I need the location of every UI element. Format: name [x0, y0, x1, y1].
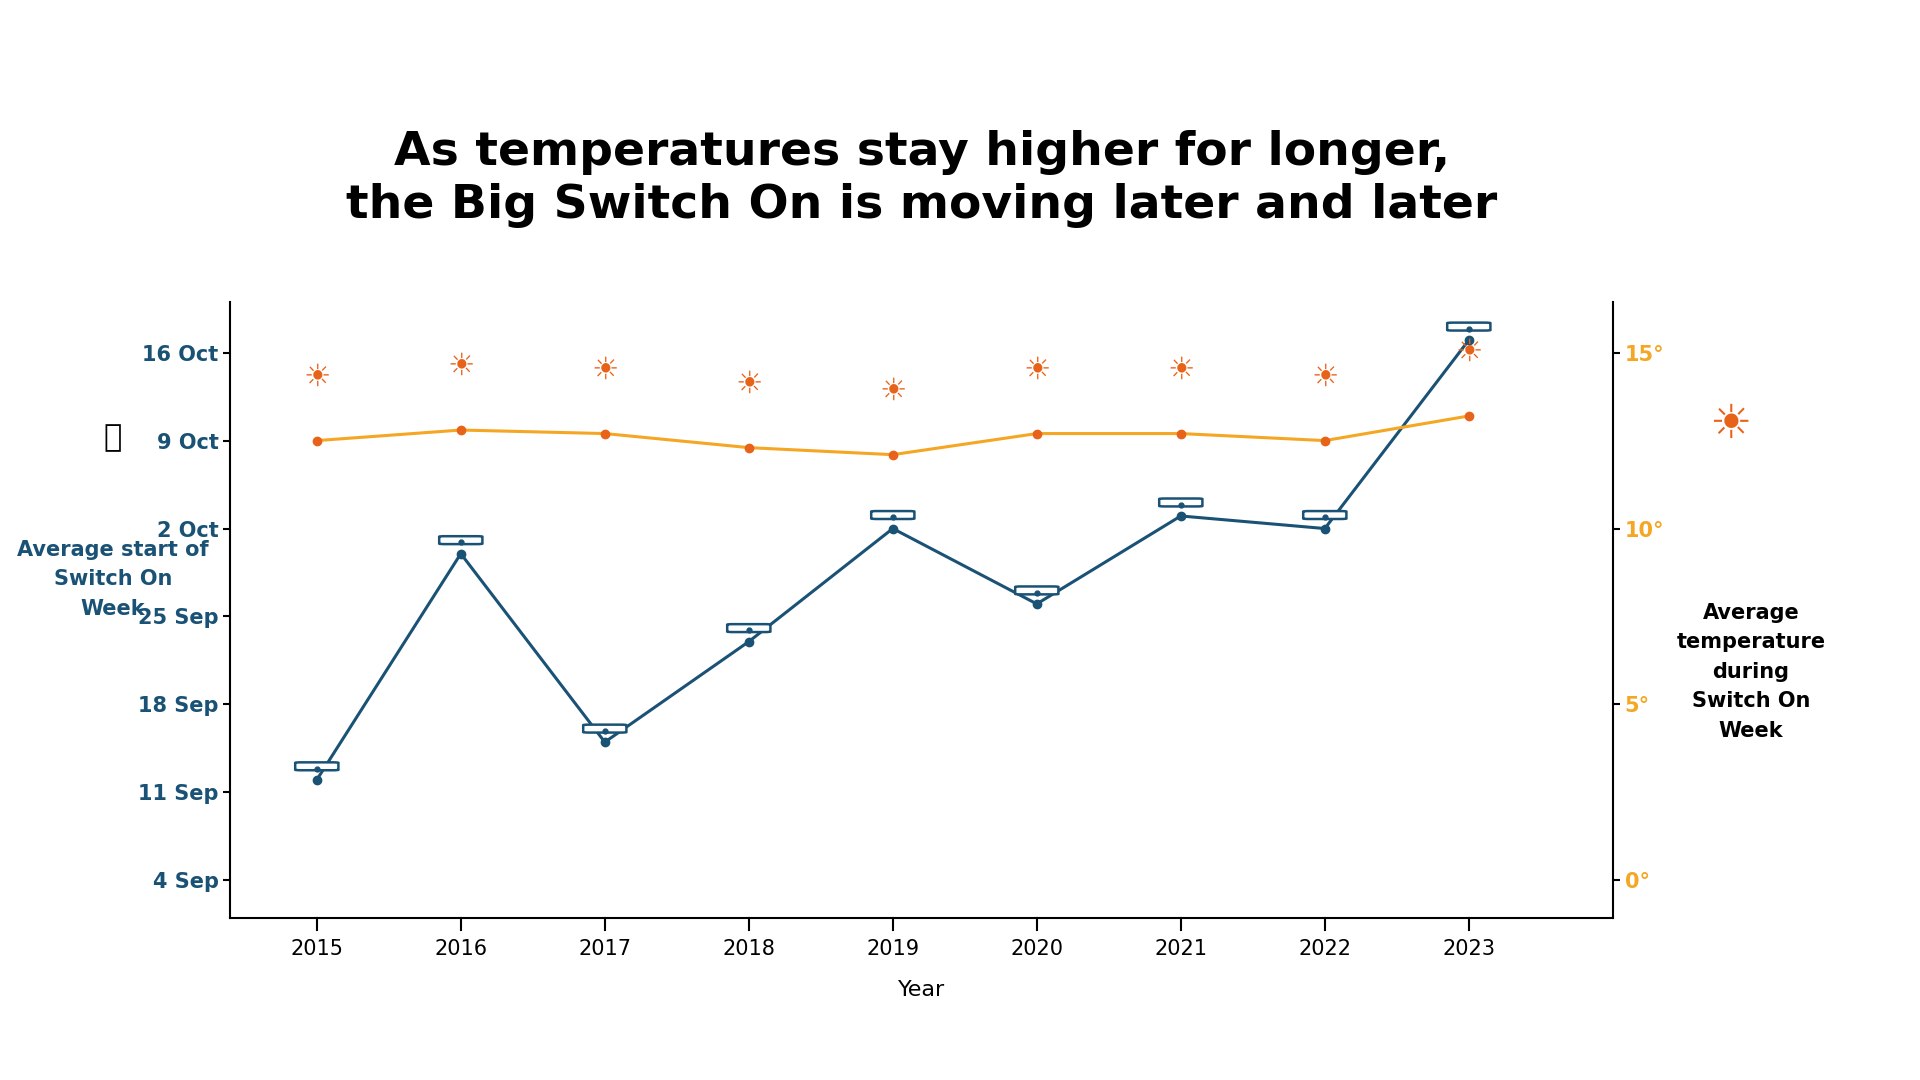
Text: Average
temperature
during
Switch On
Week: Average temperature during Switch On Wee…: [1676, 603, 1826, 741]
Text: ☀: ☀: [303, 363, 330, 392]
Text: ☀: ☀: [1167, 355, 1194, 384]
Text: ☀: ☀: [1455, 338, 1482, 367]
Text: ☀: ☀: [735, 369, 762, 399]
FancyBboxPatch shape: [296, 762, 338, 770]
Text: ☀: ☀: [1311, 363, 1338, 392]
Text: ☀: ☀: [447, 352, 474, 381]
Text: ☀: ☀: [1023, 355, 1050, 384]
FancyBboxPatch shape: [1304, 511, 1346, 519]
FancyBboxPatch shape: [1160, 499, 1202, 507]
Text: ☀: ☀: [879, 377, 906, 406]
Text: ☀: ☀: [1709, 403, 1751, 448]
Text: Average start of
Switch On
Week: Average start of Switch On Week: [17, 540, 209, 619]
Text: ☀: ☀: [591, 355, 618, 384]
X-axis label: Year: Year: [899, 980, 945, 1000]
Text: As temperatures stay higher for longer,
the Big Switch On is moving later and la: As temperatures stay higher for longer, …: [346, 130, 1498, 228]
Text: 📱: 📱: [104, 423, 123, 453]
FancyBboxPatch shape: [872, 511, 914, 519]
FancyBboxPatch shape: [1448, 323, 1490, 330]
FancyBboxPatch shape: [1016, 586, 1058, 594]
FancyBboxPatch shape: [584, 725, 626, 732]
FancyBboxPatch shape: [728, 624, 770, 632]
FancyBboxPatch shape: [440, 536, 482, 544]
